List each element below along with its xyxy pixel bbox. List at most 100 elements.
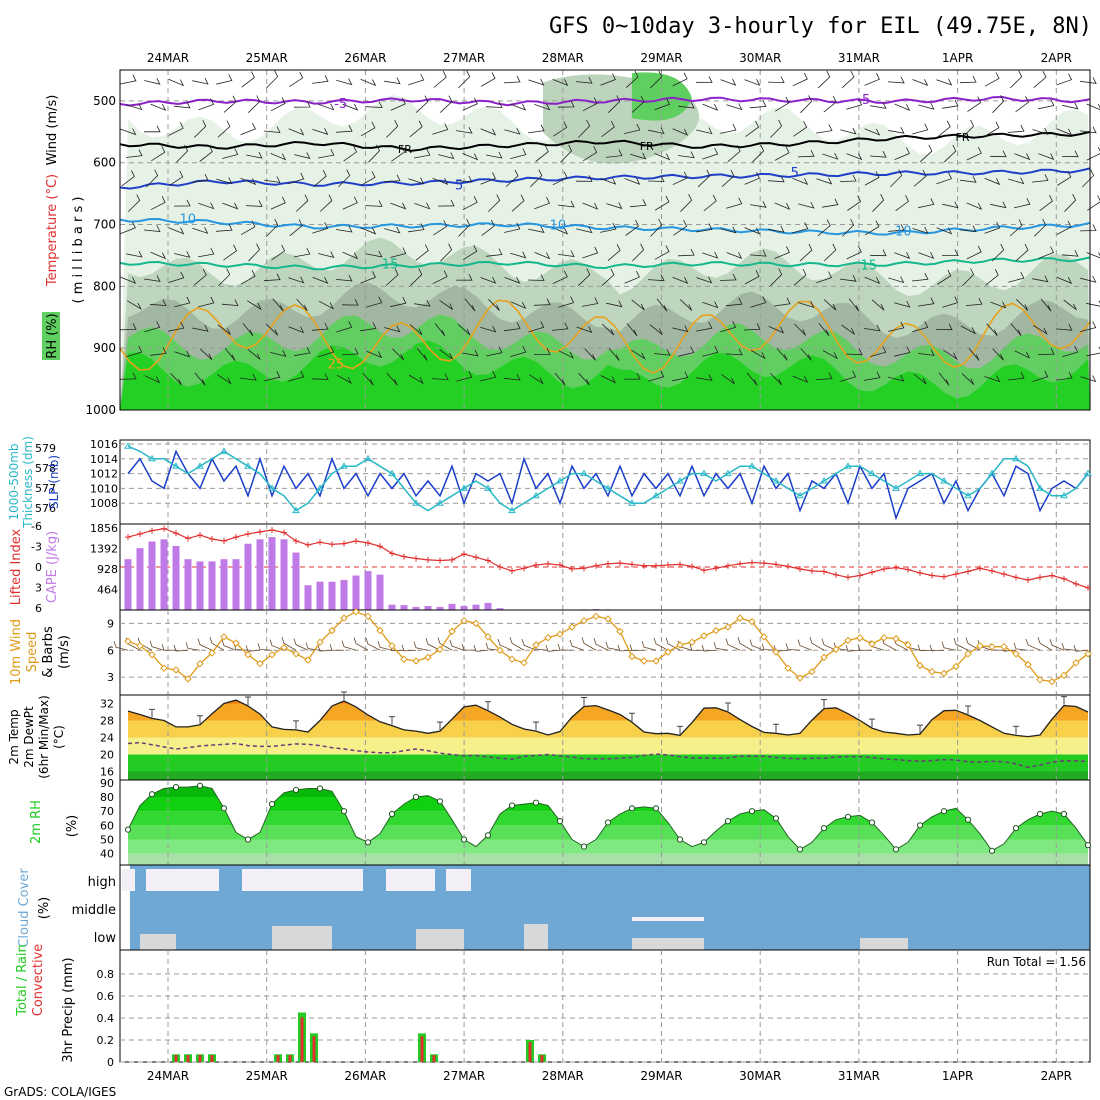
temp-band	[128, 700, 1088, 704]
wind-barb	[822, 152, 839, 160]
ylabel-wind: Wind (m/s)	[45, 95, 60, 166]
wind-barb	[798, 301, 815, 308]
wind-barb	[654, 153, 671, 161]
wind-barb	[890, 169, 903, 188]
li-point	[185, 535, 191, 542]
wind-barb	[647, 274, 665, 282]
wind-barb	[415, 95, 429, 113]
surface-barb	[761, 643, 777, 651]
wind-barb	[266, 70, 279, 89]
wind-speed-point	[496, 646, 504, 655]
wind-barb	[391, 145, 406, 162]
wind-barb	[1062, 345, 1079, 357]
convective-bar	[276, 1055, 280, 1062]
cape-bar	[436, 606, 444, 610]
wind-barb	[120, 276, 137, 284]
wind-barb	[440, 243, 453, 262]
wind-barb	[385, 268, 399, 286]
wind-barb	[743, 323, 761, 331]
wind-barb	[624, 372, 641, 380]
wind-barb	[198, 296, 215, 308]
cloud-high-cell	[170, 869, 183, 891]
date-tick-bottom: 29MAR	[640, 1069, 682, 1083]
surface-barb	[593, 638, 609, 651]
surface-barb	[413, 641, 429, 651]
surface-barb	[425, 638, 441, 651]
date-tick-top: 29MAR	[640, 51, 682, 65]
wind-barb	[870, 346, 887, 357]
wind-barb	[312, 128, 329, 135]
wind-barb	[312, 75, 329, 84]
wind-barb	[1080, 275, 1097, 283]
wind-barb	[744, 79, 761, 86]
wind-barb	[725, 297, 743, 307]
wind-barb	[462, 245, 478, 261]
date-tick-top: 26MAR	[344, 51, 386, 65]
wind-barb	[1014, 153, 1031, 161]
cloud-low-cell	[860, 938, 908, 950]
wind-barb	[120, 221, 136, 234]
thickness-point	[316, 484, 324, 491]
li-point	[1013, 574, 1019, 581]
li-point	[401, 553, 407, 560]
temp-ylabel: 2m Temp 2m DewPt (6hr Min/Max) (°C)	[7, 695, 66, 779]
wind-barb	[416, 347, 428, 361]
wind-barb	[192, 227, 209, 234]
wind-barb	[774, 202, 791, 210]
cloud-high-cell	[266, 869, 279, 891]
wind-barb	[150, 347, 167, 356]
temp-whisker	[917, 724, 923, 734]
slp-tick: 1016	[90, 438, 118, 451]
thickness-tick: 576	[35, 502, 56, 515]
wind-barb	[433, 220, 448, 236]
wind-barb	[720, 123, 737, 134]
wind-barb	[552, 270, 568, 284]
wind-barb	[288, 326, 305, 334]
wind-barb	[750, 350, 766, 360]
date-tick-top: 27MAR	[443, 51, 485, 65]
surface-barb	[965, 637, 981, 651]
temp-whisker	[437, 721, 443, 731]
wind-barb	[311, 373, 329, 380]
cape-tick: 1856	[90, 522, 118, 535]
wind-barb	[458, 70, 471, 89]
rh2m-label: 2m RH	[29, 800, 44, 844]
wind-barb	[535, 145, 549, 162]
wind-barb	[552, 227, 569, 235]
wind-barb	[486, 346, 503, 357]
rh-point	[268, 801, 276, 808]
surface-barb	[917, 644, 933, 652]
wind-barb	[431, 373, 449, 381]
wind-speed-point	[772, 648, 780, 656]
wind-barb	[1079, 224, 1097, 232]
li-tick: 3	[35, 582, 42, 595]
surface-barb	[1037, 637, 1053, 651]
wind-barb	[1032, 128, 1049, 135]
wind-barb	[912, 123, 929, 135]
wind-barb	[432, 123, 449, 135]
li-point	[677, 561, 683, 568]
wind-barb	[217, 120, 231, 138]
date-tick-bottom: 2APR	[1041, 1069, 1072, 1083]
thickness-label: 1000-500mb	[7, 443, 21, 520]
thickness-point	[892, 484, 900, 491]
wind-barb	[360, 171, 376, 186]
wind-speed-point	[712, 626, 720, 635]
wind-speed-point	[184, 675, 192, 683]
wind-barb	[1010, 70, 1023, 89]
wind-barb	[774, 246, 790, 259]
wind-barb	[462, 349, 479, 357]
rh-point	[868, 819, 876, 826]
li-point	[149, 527, 155, 534]
wind-barb	[126, 345, 143, 358]
wind-speed-point	[1072, 659, 1080, 667]
wind-barb	[774, 297, 791, 307]
rh-point	[676, 836, 684, 843]
wind-barb	[654, 98, 671, 111]
wind-barb	[632, 243, 645, 262]
wind-barb	[1062, 102, 1079, 110]
wind-speed-point	[1036, 676, 1044, 684]
wind-barb	[650, 70, 663, 89]
wind-barb	[678, 151, 695, 159]
wind-barb	[481, 219, 495, 236]
